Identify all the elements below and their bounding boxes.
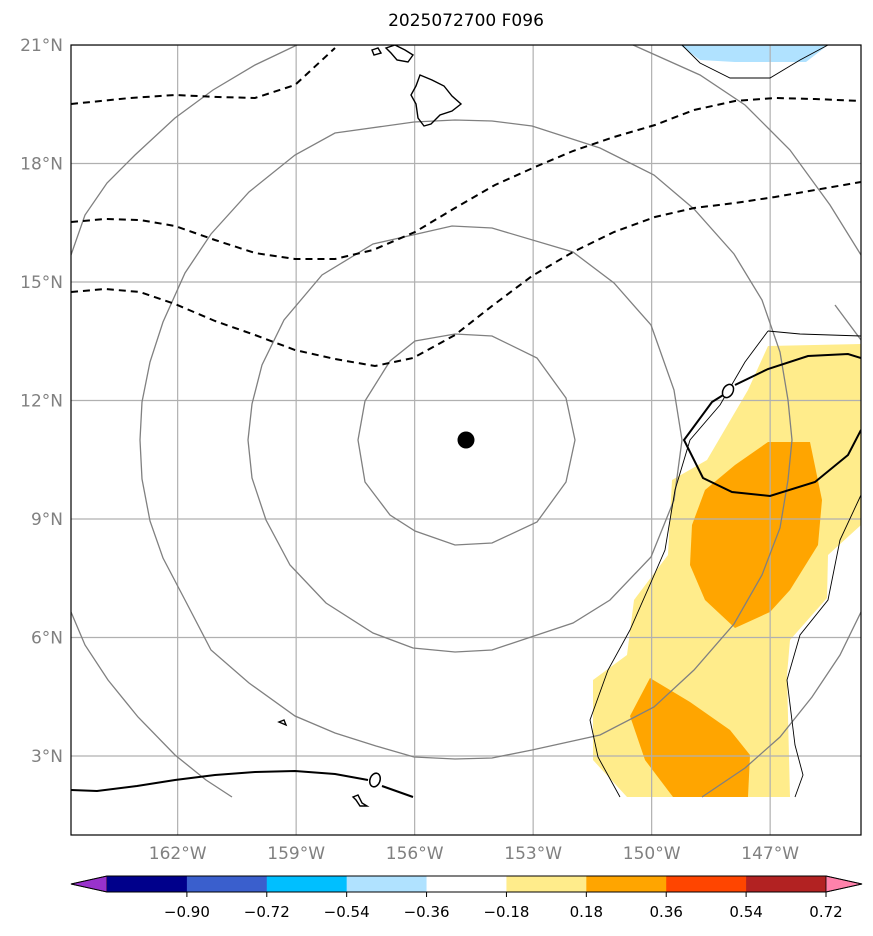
ring-5 — [834, 304, 861, 341]
colorbar-extend-low — [70, 875, 108, 893]
lon-tick-label: 162°W — [149, 844, 207, 864]
colorbar-extend-high — [825, 875, 863, 893]
map-frame — [70, 44, 862, 836]
ring-1 — [357, 333, 576, 546]
lon-tick-label: 153°W — [504, 844, 562, 864]
colorbar-tick-label: 0.54 — [729, 903, 762, 921]
colorbar-tick-label: −0.54 — [324, 903, 370, 921]
ring-2 — [247, 225, 683, 653]
colorbar-bin — [107, 876, 188, 892]
island-maui-2 — [384, 45, 415, 63]
colorbar-bin — [506, 876, 587, 892]
ring-4 — [71, 45, 298, 256]
lat-tick-label: 12°N — [20, 392, 63, 412]
storm-center-marker — [457, 431, 475, 449]
lat-tick-label: 3°N — [31, 747, 63, 767]
island-big — [410, 74, 463, 127]
ring-3 — [139, 119, 793, 760]
gridlines — [71, 45, 861, 835]
islet-1 — [277, 719, 288, 727]
ring-4c — [71, 611, 233, 798]
lat-tick-label: 21°N — [20, 36, 63, 56]
solid-contour-east — [682, 352, 861, 498]
lon-tick-label: 156°W — [386, 844, 444, 864]
colorbar-bin — [586, 876, 667, 892]
colorbar-tick-label: 0.18 — [570, 903, 603, 921]
solid-contours — [71, 352, 861, 798]
colorbar-bin — [266, 876, 348, 892]
figure-title: 2025072700 F096 — [388, 11, 544, 31]
thin-contours — [589, 45, 861, 798]
range-rings — [71, 45, 861, 798]
shade-light-blue — [680, 45, 828, 62]
colorbar: −0.90 −0.72 −0.54 −0.36 −0.18 0.18 0.36 0.54 0.7… — [70, 875, 863, 921]
contour-labels — [368, 383, 735, 788]
contour-label-zero-east — [721, 383, 735, 399]
colorbar-tick-label: −0.36 — [404, 903, 450, 921]
colorbar-tick-label: −0.90 — [164, 903, 210, 921]
lon-tick-label: 159°W — [267, 844, 325, 864]
dashed-contour-3 — [71, 181, 861, 368]
lat-tick-label: 9°N — [31, 510, 63, 530]
colorbar-bin — [186, 876, 268, 892]
lon-tick-label: 147°W — [741, 844, 799, 864]
ring-4b — [632, 45, 861, 256]
colorbar-tick-label: −0.18 — [483, 903, 529, 921]
thin-contour-top — [681, 45, 829, 79]
colorbar-tick-label: 0.36 — [650, 903, 683, 921]
thin-contour-west — [589, 330, 769, 798]
islet-2 — [351, 794, 370, 807]
dashed-contour-1 — [71, 47, 336, 105]
lon-tick-label: 150°W — [623, 844, 681, 864]
map-panel — [71, 45, 861, 835]
colorbar-bin — [346, 876, 428, 892]
colorbar-bin — [426, 876, 507, 892]
lat-tick-label: 15°N — [20, 273, 63, 293]
solid-contour-south — [71, 769, 414, 798]
longitude-axis: 162°W 159°W 156°W 153°W 150°W 147°W — [149, 844, 799, 864]
colorbar-tick-label: 0.72 — [809, 903, 842, 921]
coastlines — [277, 45, 463, 807]
colorbar-bin — [746, 876, 827, 892]
thin-contour-east — [767, 330, 861, 798]
colorbar-outline — [70, 875, 863, 893]
colorbar-bin — [666, 876, 747, 892]
latitude-axis: 21°N 18°N 15°N 12°N 9°N 6°N 3°N — [20, 36, 63, 767]
colorbar-tick-label: −0.72 — [244, 903, 290, 921]
dashed-contours — [71, 47, 861, 368]
ring-4d — [701, 611, 861, 798]
island-maui — [371, 47, 383, 56]
shade-orange-lower — [630, 678, 750, 797]
dashed-contour-2 — [71, 96, 861, 260]
lat-tick-label: 6°N — [31, 629, 63, 649]
contour-label-zero-south — [368, 772, 382, 788]
lat-tick-label: 18°N — [20, 155, 63, 175]
